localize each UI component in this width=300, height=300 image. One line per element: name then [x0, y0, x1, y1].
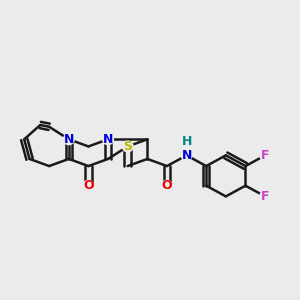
Circle shape [122, 141, 133, 152]
Text: O: O [162, 179, 172, 192]
Text: S: S [123, 140, 132, 153]
Circle shape [260, 191, 271, 202]
Text: N: N [103, 133, 113, 146]
Text: F: F [261, 190, 269, 203]
Text: O: O [83, 179, 94, 192]
Circle shape [260, 150, 271, 161]
Text: N: N [182, 149, 192, 162]
Circle shape [64, 134, 74, 145]
Text: H: H [182, 135, 192, 148]
Circle shape [83, 180, 94, 191]
Text: F: F [261, 149, 269, 162]
Circle shape [181, 136, 192, 146]
Circle shape [103, 134, 113, 145]
Circle shape [181, 150, 192, 161]
Circle shape [162, 180, 172, 191]
Text: N: N [64, 133, 74, 146]
